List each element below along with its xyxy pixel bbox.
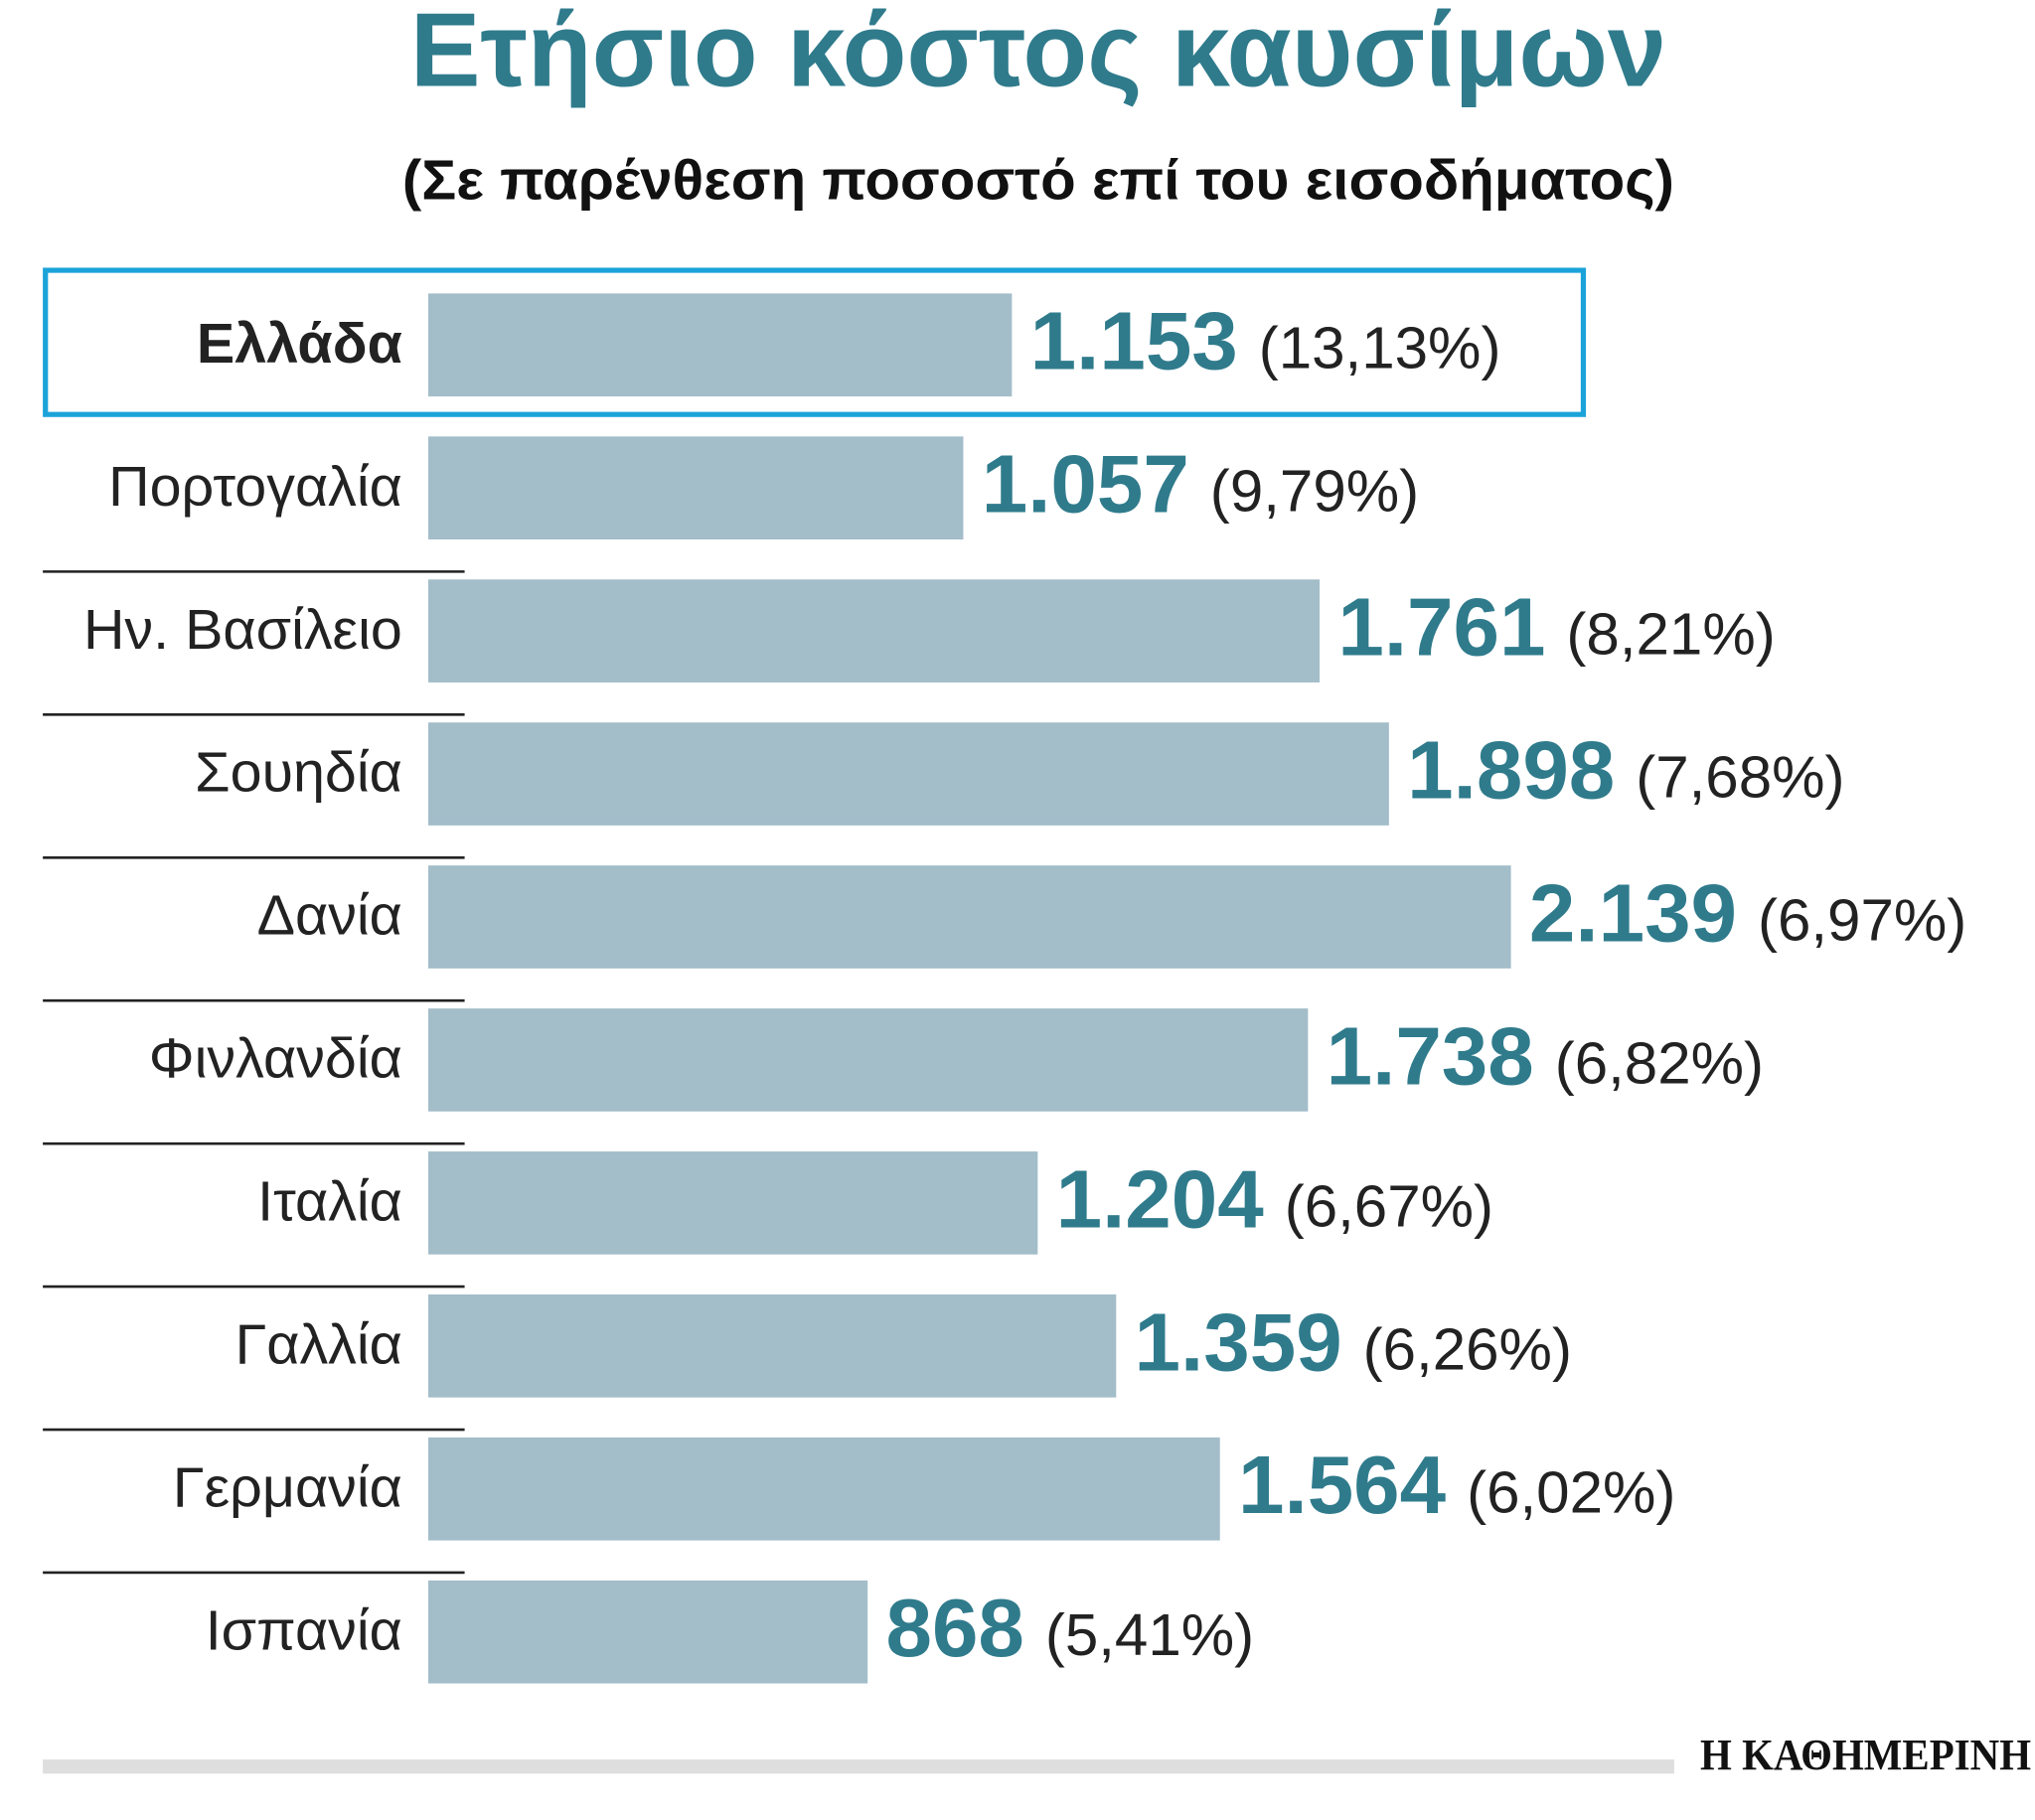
bar — [428, 1151, 1038, 1255]
bar — [428, 1580, 868, 1684]
value-label: 1.761 — [1337, 581, 1545, 674]
share-label: (5,41%) — [1045, 1601, 1254, 1668]
value-label: 1.359 — [1135, 1296, 1342, 1389]
chart-subtitle: (Σε παρένθεση ποσοστό επί του εισοδήματο… — [402, 149, 1674, 213]
share-label: (8,21%) — [1566, 601, 1775, 668]
category-label: Ελλάδα — [197, 312, 402, 376]
footer-rule — [43, 1759, 1674, 1774]
value-label: 1.898 — [1407, 724, 1615, 817]
bar — [428, 293, 1013, 397]
share-label: (6,02%) — [1467, 1459, 1675, 1526]
highlight-box — [43, 267, 1587, 417]
bar — [428, 1294, 1117, 1398]
chart-title: Ετήσιο κόστος καυσίμων — [410, 0, 1666, 108]
value-label: 1.204 — [1056, 1153, 1264, 1246]
category-label: Γερμανία — [173, 1456, 402, 1520]
bar — [428, 579, 1321, 682]
value-label: 868 — [885, 1583, 1023, 1675]
bar — [428, 1008, 1309, 1112]
category-label: Πορτογαλία — [108, 455, 402, 519]
category-label: Φινλανδία — [149, 1027, 402, 1091]
category-label: Δανία — [257, 884, 402, 948]
category-label: Γαλλία — [235, 1313, 402, 1377]
value-label: 1.153 — [1030, 295, 1238, 387]
bar — [428, 436, 964, 539]
bar — [428, 722, 1389, 826]
value-label: 1.057 — [982, 438, 1189, 531]
share-label: (6,26%) — [1363, 1316, 1572, 1383]
share-label: (6,82%) — [1555, 1030, 1764, 1097]
bar — [428, 865, 1511, 969]
category-label: Σουηδία — [195, 741, 402, 805]
category-label: Ην. Βασίλειο — [83, 598, 402, 662]
category-label: Ιταλία — [257, 1170, 402, 1234]
share-label: (9,79%) — [1210, 458, 1419, 525]
bar — [428, 1437, 1220, 1541]
value-label: 1.564 — [1238, 1440, 1446, 1532]
category-label: Ισπανία — [206, 1599, 402, 1663]
value-label: 1.738 — [1327, 1010, 1534, 1103]
source: Η ΚΑΘΗΜΕΡΙΝΗ — [1700, 1731, 2031, 1779]
share-label: (6,97%) — [1758, 887, 1966, 954]
share-label: (6,67%) — [1285, 1173, 1493, 1240]
share-label: (13,13%) — [1259, 315, 1501, 381]
value-label: 2.139 — [1529, 867, 1737, 960]
share-label: (7,68%) — [1636, 744, 1844, 811]
